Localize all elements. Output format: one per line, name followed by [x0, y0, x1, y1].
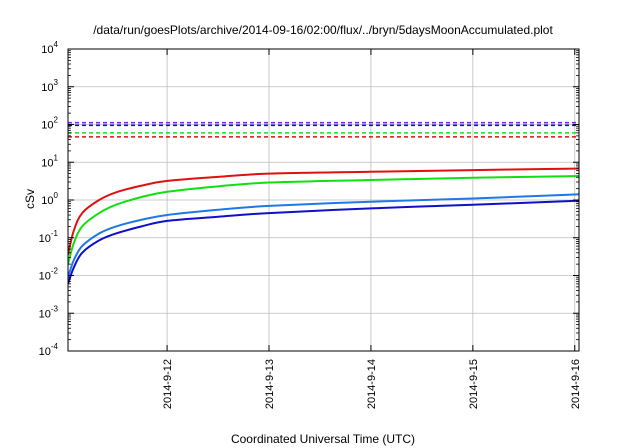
x-axis-label: Coordinated Universal Time (UTC) — [231, 432, 415, 446]
series-layer — [68, 121, 579, 285]
y-tick-label: 101 — [41, 153, 58, 169]
y-tick-label: 104 — [41, 40, 58, 56]
y-tick-label-base: 10 — [41, 44, 53, 56]
y-tick-label-base: 10 — [41, 82, 53, 94]
y-axis-label: cSv — [23, 189, 37, 209]
grid — [68, 48, 579, 352]
series-line-3 — [68, 199, 579, 285]
axes: 10-410-310-210-11001011021031042014-9-12… — [39, 40, 582, 409]
x-tick-label: 2014-9-12 — [162, 359, 174, 409]
y-tick-label: 10-3 — [39, 304, 59, 320]
y-tick-label-base: 10 — [41, 195, 53, 207]
y-tick-label: 10-2 — [39, 267, 59, 283]
y-tick-label: 103 — [41, 78, 58, 94]
y-tick-label: 10-1 — [39, 229, 59, 245]
y-tick-label-base: 10 — [41, 157, 53, 169]
y-tick-label-exponent: 2 — [54, 116, 59, 125]
y-tick-label-base: 10 — [39, 233, 51, 245]
y-tick-label-exponent: -2 — [51, 267, 59, 276]
y-tick-label-exponent: -3 — [51, 304, 59, 313]
y-tick-label: 10-4 — [39, 342, 59, 358]
x-tick-label: 2014-9-14 — [366, 359, 378, 409]
chart-title: /data/run/goesPlots/archive/2014-09-16/0… — [93, 23, 553, 37]
plot-frame — [67, 48, 580, 352]
y-tick-label-base: 10 — [41, 120, 53, 132]
y-tick-label-exponent: -1 — [51, 229, 59, 238]
y-tick-label-exponent: 3 — [54, 78, 59, 87]
x-tick-label: 2014-9-16 — [570, 359, 582, 409]
x-tick-label: 2014-9-15 — [468, 359, 480, 409]
y-tick-label-exponent: 4 — [54, 40, 59, 49]
y-tick-label-exponent: 0 — [54, 191, 59, 200]
series-line-1 — [68, 174, 579, 265]
y-tick-label-exponent: -4 — [51, 342, 59, 351]
y-tick-label-base: 10 — [39, 308, 51, 320]
y-tick-label: 102 — [41, 116, 58, 132]
y-tick-label-base: 10 — [39, 271, 51, 283]
y-tick-label-exponent: 1 — [54, 153, 59, 162]
series-line-2 — [68, 192, 579, 278]
series-line-0 — [68, 167, 579, 256]
x-tick-label: 2014-9-13 — [264, 359, 276, 409]
y-tick-label-base: 10 — [39, 346, 51, 358]
y-tick-label: 100 — [41, 191, 58, 207]
